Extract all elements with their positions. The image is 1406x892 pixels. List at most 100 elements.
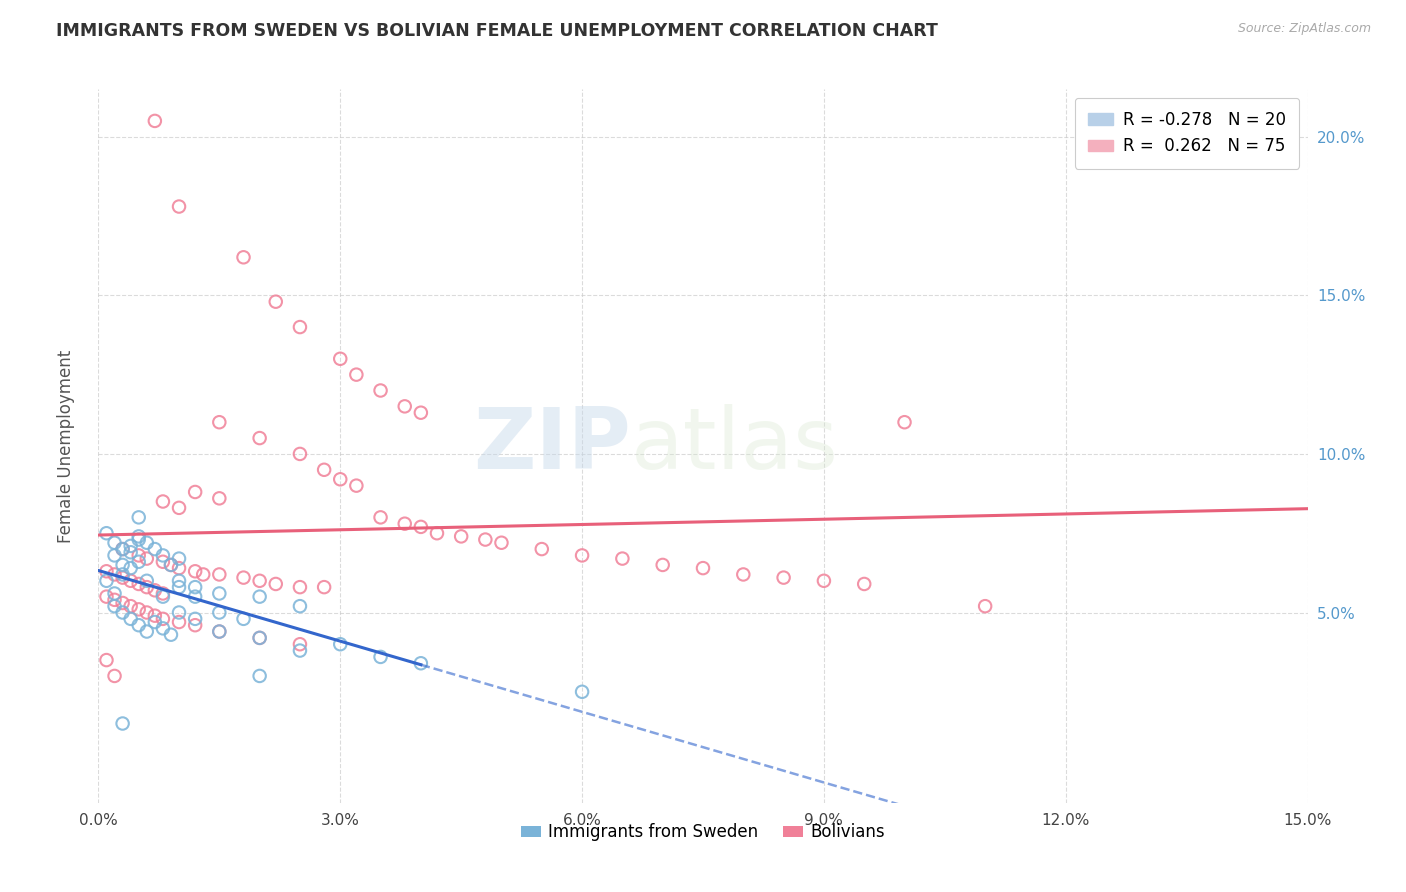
Bolivians	[184, 618, 207, 632]
Bolivians	[474, 533, 496, 547]
Immigrants from Sweden	[288, 599, 311, 614]
Bolivians	[208, 624, 231, 639]
Bolivians	[152, 586, 174, 600]
Bolivians	[249, 574, 271, 588]
Bolivians	[208, 567, 231, 582]
Bolivians	[612, 551, 634, 566]
Bolivians	[651, 558, 673, 572]
Immigrants from Sweden	[288, 643, 311, 657]
Bolivians	[193, 567, 215, 582]
Bolivians	[491, 535, 513, 549]
Bolivians	[394, 400, 416, 414]
Y-axis label: Female Unemployment: Female Unemployment	[56, 350, 75, 542]
Bolivians	[135, 580, 157, 594]
Bolivians	[208, 415, 231, 429]
Bolivians	[394, 516, 416, 531]
Bolivians	[344, 478, 367, 492]
Bolivians	[128, 602, 150, 616]
Bolivians	[160, 558, 183, 572]
Immigrants from Sweden	[167, 580, 190, 594]
Immigrants from Sweden	[167, 606, 190, 620]
Bolivians	[232, 250, 254, 264]
Bolivians	[128, 577, 150, 591]
Bolivians	[893, 415, 915, 429]
Immigrants from Sweden	[111, 567, 134, 582]
Bolivians	[152, 555, 174, 569]
Immigrants from Sweden	[409, 657, 432, 671]
Bolivians	[288, 580, 311, 594]
Bolivians	[264, 577, 287, 591]
Immigrants from Sweden	[96, 574, 118, 588]
Immigrants from Sweden	[128, 618, 150, 632]
Bolivians	[103, 567, 125, 582]
Immigrants from Sweden	[571, 685, 593, 699]
Immigrants from Sweden	[249, 631, 271, 645]
Immigrants from Sweden	[184, 612, 207, 626]
Bolivians	[426, 526, 449, 541]
Bolivians	[288, 320, 311, 334]
Immigrants from Sweden	[208, 586, 231, 600]
Bolivians	[167, 615, 190, 629]
Bolivians	[288, 637, 311, 651]
Bolivians	[450, 529, 472, 543]
Bolivians	[370, 510, 392, 524]
Bolivians	[111, 571, 134, 585]
Bolivians	[152, 494, 174, 508]
Bolivians	[143, 583, 166, 598]
Immigrants from Sweden	[249, 669, 271, 683]
Immigrants from Sweden	[152, 549, 174, 563]
Bolivians	[974, 599, 997, 614]
Immigrants from Sweden	[135, 574, 157, 588]
Bolivians	[314, 580, 336, 594]
Bolivians	[184, 564, 207, 578]
Bolivians	[152, 612, 174, 626]
Bolivians	[344, 368, 367, 382]
Immigrants from Sweden	[184, 580, 207, 594]
Bolivians	[111, 596, 134, 610]
Bolivians	[264, 294, 287, 309]
Bolivians	[96, 564, 118, 578]
Bolivians	[409, 520, 432, 534]
Immigrants from Sweden	[152, 621, 174, 635]
Bolivians	[135, 551, 157, 566]
Immigrants from Sweden	[128, 533, 150, 547]
Bolivians	[184, 485, 207, 500]
Bolivians	[120, 574, 142, 588]
Immigrants from Sweden	[111, 542, 134, 557]
Immigrants from Sweden	[128, 510, 150, 524]
Immigrants from Sweden	[128, 529, 150, 543]
Bolivians	[167, 561, 190, 575]
Bolivians	[128, 549, 150, 563]
Bolivians	[772, 571, 794, 585]
Immigrants from Sweden	[184, 590, 207, 604]
Immigrants from Sweden	[249, 590, 271, 604]
Bolivians	[733, 567, 755, 582]
Immigrants from Sweden	[103, 549, 125, 563]
Immigrants from Sweden	[103, 586, 125, 600]
Immigrants from Sweden	[232, 612, 254, 626]
Immigrants from Sweden	[103, 535, 125, 549]
Immigrants from Sweden	[120, 561, 142, 575]
Bolivians	[103, 669, 125, 683]
Immigrants from Sweden	[103, 599, 125, 614]
Bolivians	[167, 500, 190, 515]
Bolivians	[288, 447, 311, 461]
Bolivians	[111, 542, 134, 557]
Bolivians	[329, 472, 352, 486]
Immigrants from Sweden	[143, 615, 166, 629]
Bolivians	[96, 653, 118, 667]
Immigrants from Sweden	[167, 551, 190, 566]
Immigrants from Sweden	[120, 539, 142, 553]
Bolivians	[370, 384, 392, 398]
Text: Source: ZipAtlas.com: Source: ZipAtlas.com	[1237, 22, 1371, 36]
Bolivians	[314, 463, 336, 477]
Immigrants from Sweden	[120, 545, 142, 559]
Bolivians	[409, 406, 432, 420]
Immigrants from Sweden	[111, 558, 134, 572]
Text: ZIP: ZIP	[472, 404, 630, 488]
Immigrants from Sweden	[135, 624, 157, 639]
Immigrants from Sweden	[329, 637, 352, 651]
Immigrants from Sweden	[208, 624, 231, 639]
Immigrants from Sweden	[135, 535, 157, 549]
Immigrants from Sweden	[111, 606, 134, 620]
